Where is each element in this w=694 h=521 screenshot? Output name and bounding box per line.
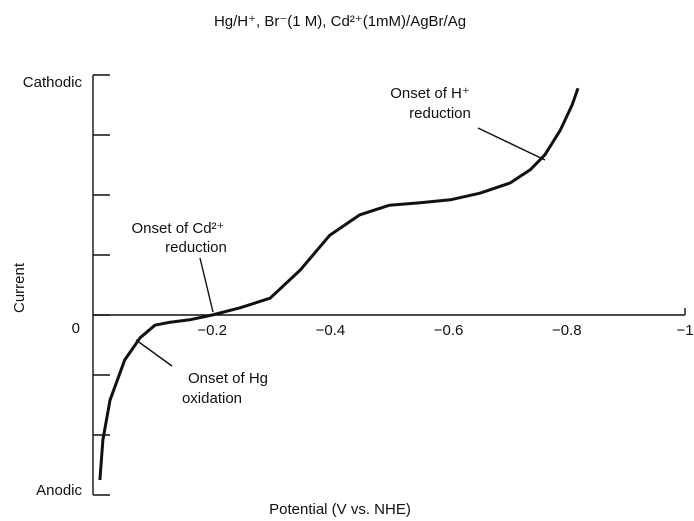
annotation: Onset of H⁺ [390,85,470,102]
y-tick-label: 0 [72,320,80,337]
annotation: Onset of Hg [188,370,268,387]
leader-line [477,127,546,161]
leader-line [199,257,214,313]
x-tick-label: −0.4 [316,322,346,339]
leader-line [135,339,173,367]
annotation: reduction [409,105,471,122]
annotation: reduction [165,239,227,256]
y-tick-label: Anodic [36,482,82,499]
x-tick-label: −0.2 [197,322,227,339]
x-tick-label: −1 [676,322,693,339]
y-axis-label: Current [11,262,28,313]
y-tick-label: Cathodic [23,74,83,91]
annotation: Onset of Cd²⁺ [132,220,225,237]
chart-title: Hg/H⁺, Br⁻(1 M), Cd²⁺(1mM)/AgBr/Ag [214,13,466,30]
x-tick-label: −0.6 [434,322,464,339]
x-tick-label: −0.8 [552,322,582,339]
curve [98,87,580,481]
x-axis-label: Potential (V vs. NHE) [269,501,411,518]
annotation: oxidation [182,390,242,407]
